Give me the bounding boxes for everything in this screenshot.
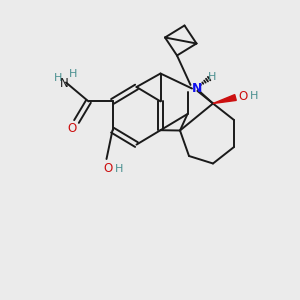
Text: H: H — [250, 91, 258, 101]
Text: H: H — [208, 72, 217, 82]
Text: N: N — [60, 76, 69, 90]
Text: O: O — [238, 89, 247, 103]
Text: H: H — [115, 164, 123, 174]
Polygon shape — [213, 94, 236, 103]
Text: H: H — [53, 73, 62, 83]
Text: O: O — [103, 162, 112, 175]
Text: O: O — [68, 122, 76, 135]
Text: H: H — [69, 69, 78, 79]
Text: N: N — [192, 82, 203, 95]
